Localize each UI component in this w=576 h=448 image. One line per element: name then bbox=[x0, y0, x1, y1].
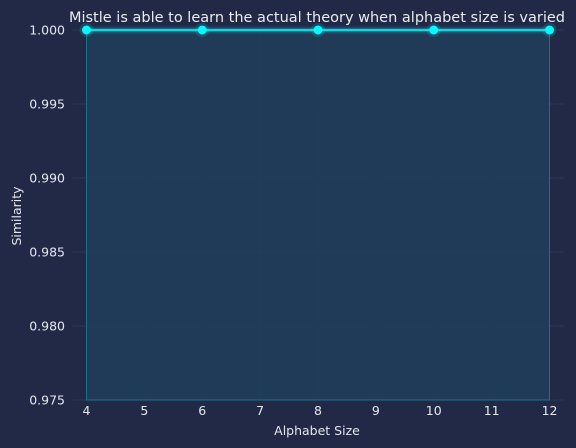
y-axis-label: Similarity bbox=[9, 186, 24, 246]
x-tick-label: 11 bbox=[484, 403, 500, 418]
series-points bbox=[79, 23, 557, 37]
data-point bbox=[545, 25, 555, 35]
data-point bbox=[197, 25, 207, 35]
x-tick-label: 8 bbox=[314, 403, 322, 418]
x-tick-label: 10 bbox=[426, 403, 442, 418]
y-tick-label: 0.990 bbox=[29, 171, 65, 186]
x-axis-ticks: 4 5 6 7 8 9 10 11 12 bbox=[82, 403, 557, 418]
chart-title: Mistle is able to learn the actual theor… bbox=[69, 10, 565, 26]
x-tick-label: 9 bbox=[372, 403, 380, 418]
x-tick-label: 6 bbox=[198, 403, 206, 418]
y-tick-label: 0.995 bbox=[29, 97, 65, 112]
x-tick-label: 12 bbox=[542, 403, 558, 418]
x-axis-label: Alphabet Size bbox=[274, 423, 360, 438]
area-fill bbox=[85, 29, 551, 401]
y-tick-label: 0.985 bbox=[29, 245, 65, 260]
data-point bbox=[313, 25, 323, 35]
data-point bbox=[81, 25, 91, 35]
y-axis-ticks: 0.975 0.980 0.985 0.990 0.995 1.000 bbox=[29, 23, 65, 408]
y-tick-label: 0.980 bbox=[29, 319, 65, 334]
series-area bbox=[85, 29, 551, 401]
x-tick-label: 7 bbox=[256, 403, 264, 418]
data-point bbox=[429, 25, 439, 35]
y-tick-label: 0.975 bbox=[29, 393, 65, 408]
x-tick-label: 4 bbox=[82, 403, 90, 418]
y-tick-label: 1.000 bbox=[29, 23, 65, 38]
x-tick-label: 5 bbox=[140, 403, 148, 418]
